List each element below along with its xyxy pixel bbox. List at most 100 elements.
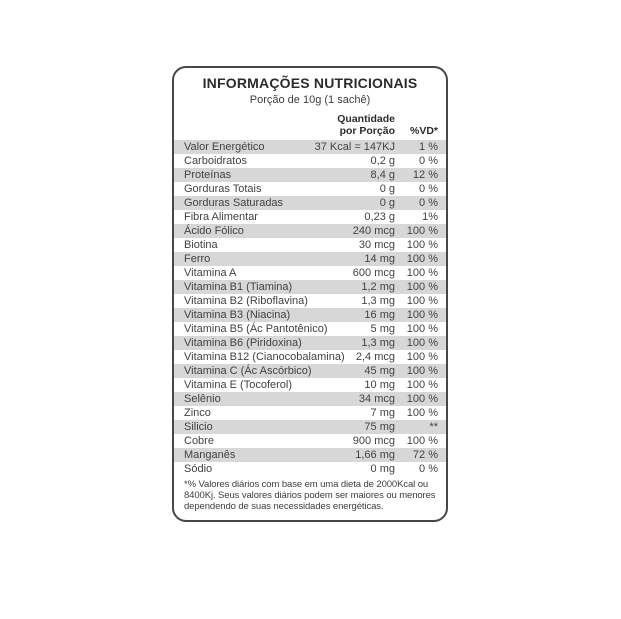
table-row: Silicio 75 mg ** (174, 420, 446, 434)
table-row: Ácido Fólico 240 mcg 100 % (174, 224, 446, 238)
table-row: Vitamina B5 (Ác Pantotênico) 5 mg 100 % (174, 322, 446, 336)
nutrient-name: Silicio (184, 421, 213, 433)
table-row: Valor Energético 37 Kcal = 147KJ 1 % (174, 140, 446, 154)
nutrient-quantity: 37 Kcal = 147KJ (314, 141, 395, 153)
nutrient-daily-value: 100 % (406, 435, 438, 447)
table-row: Proteínas 8,4 g 12 % (174, 168, 446, 182)
footnote: *% Valores diários com base em uma dieta… (174, 479, 446, 512)
nutrient-quantity: 0,23 g (364, 211, 395, 223)
nutrient-quantity: 240 mcg (352, 225, 395, 237)
table-row: Vitamina C (Ác Ascórbico) 45 mg 100 % (174, 364, 446, 378)
nutrient-quantity: 7 mg (370, 407, 395, 419)
nutrient-name: Ferro (184, 253, 211, 265)
nutrient-name: Carboidratos (184, 155, 247, 167)
nutrient-daily-value: 72 % (412, 449, 438, 461)
nutrient-daily-value: 1 % (419, 141, 438, 153)
nutrient-name: Biotina (184, 239, 218, 251)
nutrient-quantity: 16 mg (364, 309, 395, 321)
nutrient-quantity: 0 mg (370, 463, 395, 475)
nutrient-daily-value: 0 % (419, 463, 438, 475)
footnote-line: *% Valores diários com base em uma dieta… (184, 479, 429, 490)
nutrient-name: Sódio (184, 463, 213, 475)
nutrient-daily-value: 100 % (406, 323, 438, 335)
nutrient-quantity: 0 g (379, 197, 395, 209)
column-header-quantity: Quantidade por Porção (337, 113, 395, 137)
nutrient-name: Vitamina B6 (Piridoxina) (184, 337, 302, 349)
table-row: Zinco 7 mg 100 % (174, 406, 446, 420)
nutrient-daily-value: 100 % (406, 253, 438, 265)
nutrient-quantity: 14 mg (364, 253, 395, 265)
nutrient-daily-value: 100 % (406, 337, 438, 349)
nutrient-daily-value: 100 % (406, 393, 438, 405)
serving-size-text: Porção de 10g (1 sachê) (249, 94, 371, 106)
table-row: Vitamina A 600 mcg 100 % (174, 266, 446, 280)
nutrient-daily-value: 100 % (406, 239, 438, 251)
nutrient-name: Vitamina B5 (Ác Pantotênico) (184, 323, 328, 335)
table-row: Ferro 14 mg 100 % (174, 252, 446, 266)
nutrient-name: Zinco (184, 407, 211, 419)
nutrient-quantity: 5 mg (370, 323, 395, 335)
table-row: Biotina 30 mcg 100 % (174, 238, 446, 252)
table-header-row: Quantidade por Porção %VD* (174, 113, 446, 140)
table-row: Selênio 34 mcg 100 % (174, 392, 446, 406)
nutrient-name: Gorduras Totais (184, 183, 262, 195)
table-row: Manganês 1,66 mg 72 % (174, 448, 446, 462)
nutrient-name: Manganês (184, 449, 236, 461)
table-row: Gorduras Totais 0 g 0 % (174, 182, 446, 196)
nutrient-daily-value: 100 % (406, 225, 438, 237)
column-header-daily-value: %VD* (409, 125, 438, 137)
nutrient-name: Ácido Fólico (184, 225, 244, 237)
nutrient-daily-value: 100 % (406, 281, 438, 293)
nutrient-daily-value: 100 % (406, 295, 438, 307)
nutrient-quantity: 0,2 g (370, 155, 395, 167)
nutrient-quantity: 2,4 mcg (355, 351, 395, 363)
nutrient-daily-value: 0 % (419, 183, 438, 195)
nutrient-name: Vitamina B12 (Cianocobalamina) (184, 351, 345, 363)
nutrient-quantity: 8,4 g (370, 169, 395, 181)
nutrient-quantity: 10 mg (364, 379, 395, 391)
nutrient-quantity: 30 mcg (358, 239, 395, 251)
table-row: Vitamina B1 (Tiamina) 1,2 mg 100 % (174, 280, 446, 294)
nutrient-quantity: 0 g (379, 183, 395, 195)
nutrient-quantity: 45 mg (364, 365, 395, 377)
nutrient-daily-value: 100 % (406, 267, 438, 279)
nutrient-quantity: 600 mcg (352, 267, 395, 279)
nutrient-daily-value: 100 % (406, 379, 438, 391)
nutrient-daily-value: ** (429, 421, 438, 433)
footnote-line: dependendo de suas necessidades energéti… (184, 501, 384, 512)
nutrient-name: Valor Energético (184, 141, 265, 153)
table-row: Cobre 900 mcg 100 % (174, 434, 446, 448)
nutrient-name: Selênio (184, 393, 221, 405)
table-row: Gorduras Saturadas 0 g 0 % (174, 196, 446, 210)
nutrient-quantity: 1,2 mg (361, 281, 395, 293)
nutrient-quantity: 1,66 mg (355, 449, 395, 461)
nutrient-name: Vitamina C (Ác Ascórbico) (184, 365, 312, 377)
nutrient-name: Gorduras Saturadas (184, 197, 284, 209)
table-row: Vitamina E (Tocoferol) 10 mg 100 % (174, 378, 446, 392)
table-row: Fibra Alimentar 0,23 g 1% (174, 210, 446, 224)
nutrient-quantity: 900 mcg (352, 435, 395, 447)
nutrient-daily-value: 1% (422, 211, 438, 223)
nutrient-name: Vitamina A (184, 267, 237, 279)
nutrient-quantity: 1,3 mg (361, 295, 395, 307)
nutrient-quantity: 75 mg (364, 421, 395, 433)
nutrient-quantity: 1,3 mg (361, 337, 395, 349)
column-header-quantity-line1: Quantidade (337, 113, 395, 125)
nutrient-name: Vitamina E (Tocoferol) (184, 379, 293, 391)
nutrient-daily-value: 100 % (406, 309, 438, 321)
nutrient-daily-value: 100 % (406, 407, 438, 419)
label-title: INFORMAÇÕES NUTRICIONAIS (202, 75, 418, 91)
nutrient-daily-value: 100 % (406, 365, 438, 377)
nutrient-daily-value: 0 % (419, 155, 438, 167)
nutrient-name: Fibra Alimentar (184, 211, 258, 223)
nutrient-table: Valor Energético 37 Kcal = 147KJ 1 % Carboi… (174, 140, 446, 476)
table-row: Vitamina B12 (Cianocobalamina) 2,4 mcg 100… (174, 350, 446, 364)
nutrient-daily-value: 0 % (419, 197, 438, 209)
nutrient-daily-value: 12 % (412, 169, 438, 181)
footnote-line: 8400Kj. Seus valores diários podem ser m… (184, 490, 436, 501)
nutrient-name: Vitamina B2 (Riboflavina) (184, 295, 308, 307)
table-row: Sódio 0 mg 0 % (174, 462, 446, 476)
table-row: Vitamina B3 (Niacina) 16 mg 100 % (174, 308, 446, 322)
table-row: Vitamina B2 (Riboflavina) 1,3 mg 100 % (174, 294, 446, 308)
column-header-quantity-line2: por Porção (339, 125, 395, 137)
